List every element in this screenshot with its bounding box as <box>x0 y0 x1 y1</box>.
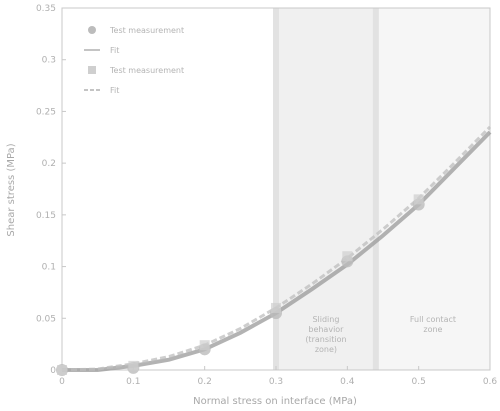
y-tick-label: 0.05 <box>36 314 56 324</box>
y-tick-label: 0.25 <box>36 107 56 117</box>
y-tick-label: 0 <box>50 366 56 376</box>
data-point-square <box>342 251 353 262</box>
legend-label: Test measurement <box>109 26 184 35</box>
y-tick-label: 0.35 <box>36 4 56 14</box>
x-tick-label: 0.1 <box>126 377 140 387</box>
legend-label: Fit <box>110 46 119 55</box>
region-label-line: behavior <box>308 325 344 334</box>
x-tick-label: 0.6 <box>483 377 498 387</box>
x-tick-labels: 0 0.1 0.2 0.3 0.4 0.5 0.6 <box>59 377 497 387</box>
y-tick-label: 0.2 <box>42 159 56 169</box>
data-point-square <box>57 365 67 375</box>
region-label-line: zone) <box>315 345 337 354</box>
data-points <box>56 194 425 376</box>
region-label-line: Full contact <box>410 315 456 324</box>
data-point-square <box>128 360 139 371</box>
x-tick-label: 0.3 <box>269 377 283 387</box>
legend-marker-circle <box>88 26 96 34</box>
x-tick-label: 0 <box>59 377 65 387</box>
region-label-line: (transition <box>305 335 346 344</box>
data-point-square <box>271 302 281 313</box>
y-axis-label: Shear stress (MPa) <box>6 143 17 236</box>
shaded-regions <box>273 8 490 370</box>
data-point-square <box>413 194 424 205</box>
x-axis-label: Normal stress on interface (MPa) <box>193 396 357 407</box>
x-tick-label: 0.4 <box>340 377 355 387</box>
region-band-0 <box>276 8 376 370</box>
legend-marker-square <box>88 66 96 74</box>
x-tick-label: 0.5 <box>412 377 426 387</box>
data-point-square <box>199 340 210 351</box>
legend: Test measurement Fit Test measurement Fit <box>84 26 184 95</box>
y-tick-labels: 0 0.05 0.1 0.15 0.2 0.25 0.3 0.35 <box>36 4 56 376</box>
y-tick-label: 0.3 <box>42 56 56 66</box>
x-tick-label: 0.2 <box>198 377 212 387</box>
y-tick-label: 0.15 <box>36 211 56 221</box>
legend-label: Fit <box>110 86 119 95</box>
region-label-line: zone <box>423 325 442 334</box>
legend-label: Test measurement <box>109 66 184 75</box>
y-tick-label: 0.1 <box>42 263 56 273</box>
region-label-line: Sliding <box>312 315 339 324</box>
